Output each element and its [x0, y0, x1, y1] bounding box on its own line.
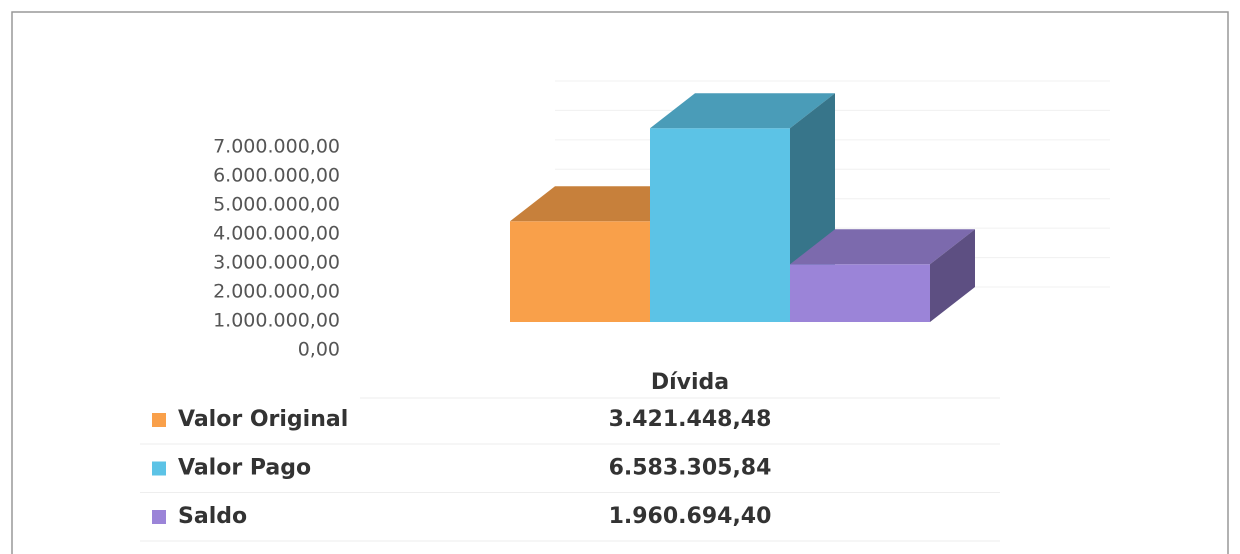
y-tick-label: 4.000.000,00: [213, 223, 340, 245]
bar-top: [510, 186, 695, 222]
y-tick-label: 7.000.000,00: [213, 136, 340, 158]
legend-swatch: [152, 510, 166, 524]
table-value: 1.960.694,40: [609, 504, 772, 529]
legend-swatch: [152, 461, 166, 476]
y-tick-label: 5.000.000,00: [213, 194, 340, 216]
bar: [510, 221, 650, 322]
bar: [790, 264, 930, 322]
legend-swatch: [152, 413, 166, 427]
legend-label: Valor Pago: [178, 456, 311, 481]
bar: [650, 128, 790, 322]
bar-side: [930, 229, 975, 322]
table-value: 3.421.448,48: [609, 407, 772, 432]
y-tick-label: 1.000.000,00: [213, 310, 340, 332]
y-tick-label: 0,00: [298, 339, 340, 361]
legend-label: Saldo: [178, 504, 247, 529]
chart-frame: [11, 11, 1229, 554]
bar-top: [790, 229, 975, 265]
y-tick-label: 3.000.000,00: [213, 252, 340, 274]
bar-top: [650, 93, 835, 129]
legend-label: Valor Original: [178, 407, 348, 432]
y-tick-label: 2.000.000,00: [213, 281, 340, 303]
y-tick-label: 6.000.000,00: [213, 165, 340, 187]
table-value: 6.583.305,84: [609, 456, 772, 481]
category-label: Dívida: [651, 370, 729, 395]
